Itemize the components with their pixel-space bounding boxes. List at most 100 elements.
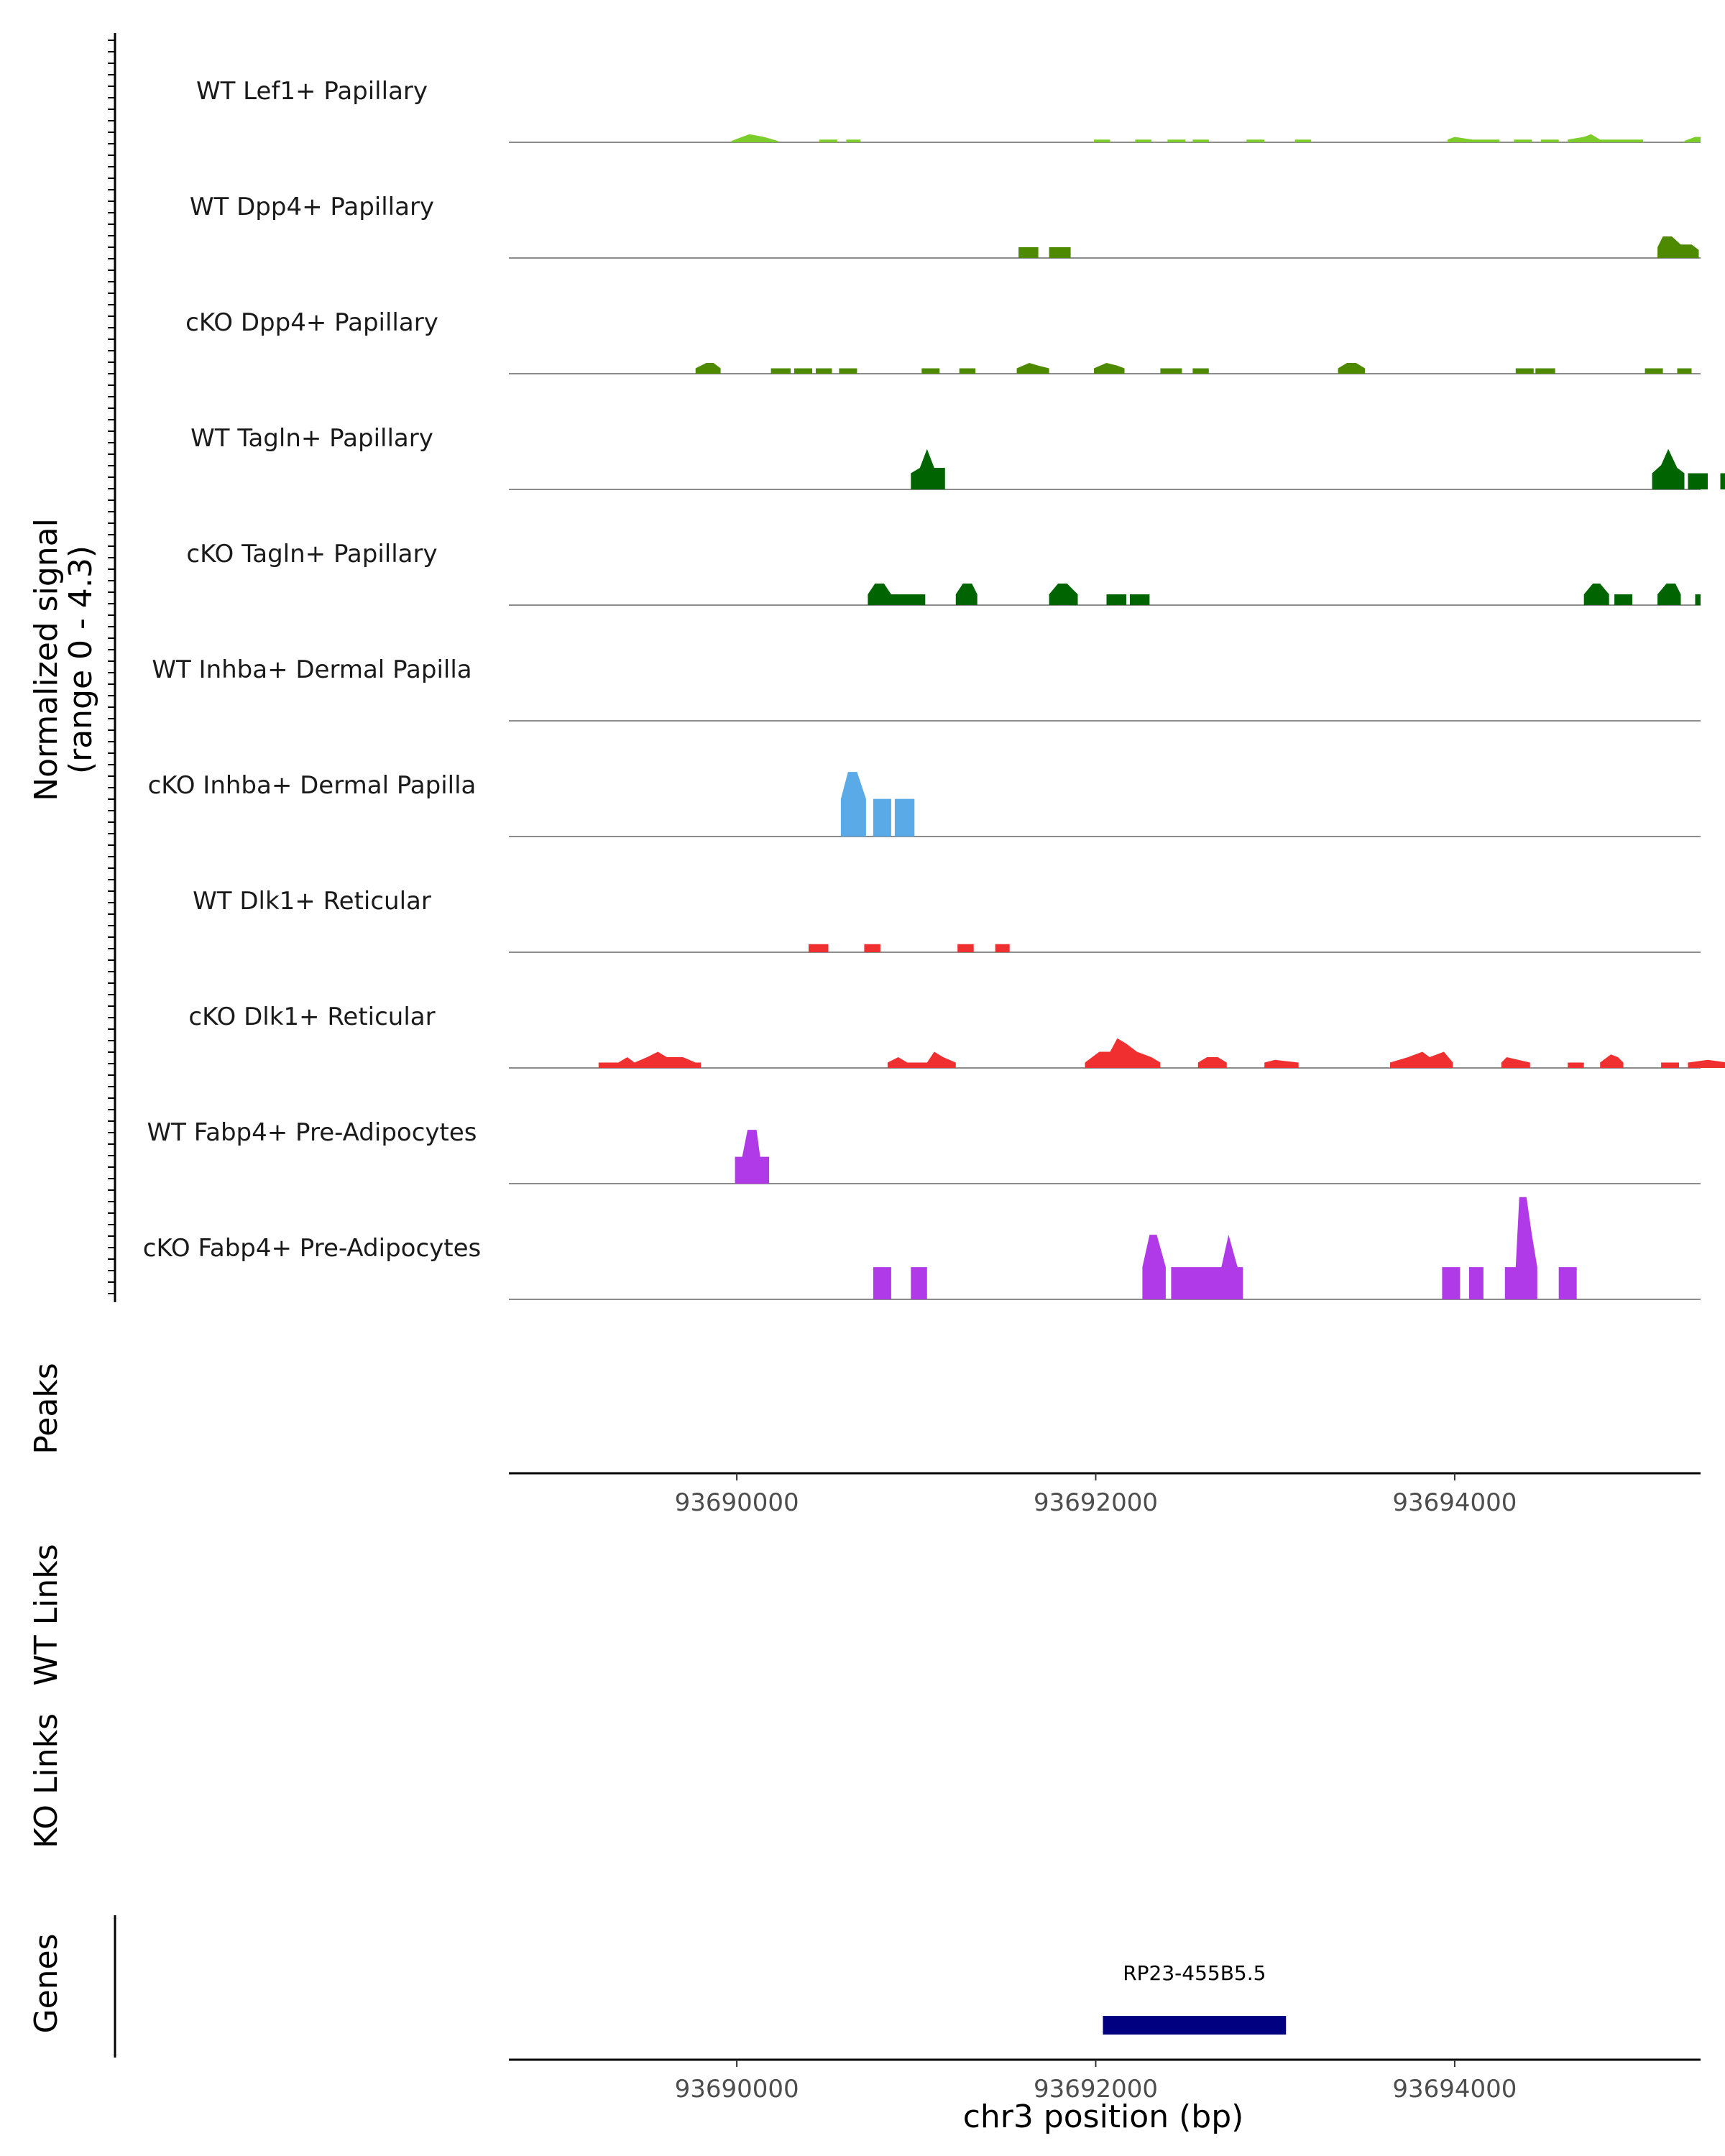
x-axis-tick-label: 93694000 bbox=[1392, 2075, 1517, 2104]
x-axis-genes: 93690000 93692000 93694000 bbox=[509, 2058, 1701, 2104]
coverage-area bbox=[1094, 139, 1110, 142]
genes-panel-label: Genes bbox=[28, 1933, 65, 2033]
wt-links-panel-label: WT Links bbox=[28, 1544, 65, 1685]
coverage-y-axis bbox=[108, 33, 116, 1302]
coverage-area bbox=[1515, 368, 1534, 374]
track-5: cKO Tagln+ Papillary bbox=[186, 540, 1701, 606]
coverage-area bbox=[1600, 1054, 1624, 1068]
track-4: WT Tagln+ Papillary bbox=[190, 424, 1725, 490]
gene-label: RP23-455B5.5 bbox=[1123, 1961, 1266, 1985]
coverage-area bbox=[1568, 134, 1644, 142]
coverage-area bbox=[840, 772, 866, 837]
coverage-area bbox=[1197, 1057, 1227, 1068]
track-1: WT Lef1+ Papillary bbox=[196, 77, 1701, 143]
track-label: cKO Inhba+ Dermal Papilla bbox=[148, 771, 477, 800]
coverage-area bbox=[1246, 139, 1265, 142]
coverage-area bbox=[959, 368, 976, 374]
coverage-area bbox=[598, 1051, 702, 1068]
coverage-area bbox=[1720, 473, 1725, 489]
coverage-area bbox=[695, 363, 721, 374]
coverage-area bbox=[809, 944, 829, 952]
gene-body bbox=[1103, 2016, 1287, 2035]
coverage-area bbox=[1652, 448, 1685, 489]
coverage-area bbox=[1192, 368, 1209, 374]
coverage-area bbox=[1535, 368, 1555, 374]
coverage-area bbox=[1657, 584, 1681, 605]
coverage-area bbox=[921, 368, 940, 374]
coverage-area bbox=[816, 368, 832, 374]
track-label: cKO Dlk1+ Reticular bbox=[188, 1003, 435, 1031]
coverage-area bbox=[1644, 368, 1663, 374]
coverage-area bbox=[731, 134, 778, 142]
coverage-y-axis-label-line1: Normalized signal bbox=[28, 518, 65, 801]
coverage-area bbox=[887, 1051, 956, 1068]
coverage-area bbox=[894, 798, 915, 837]
coverage-area bbox=[1294, 139, 1312, 142]
coverage-area bbox=[839, 368, 857, 374]
coverage-area bbox=[1468, 1267, 1484, 1299]
track-11: cKO Fabp4+ Pre-Adipocytes bbox=[143, 1197, 1701, 1300]
x-axis-tick-label: 93690000 bbox=[675, 2075, 799, 2104]
coverage-area bbox=[1016, 363, 1049, 374]
coverage-area bbox=[864, 944, 880, 952]
coverage-area bbox=[735, 1130, 770, 1184]
track-label: WT Dpp4+ Papillary bbox=[190, 193, 434, 221]
x-axis-tick-label: 93690000 bbox=[675, 1488, 799, 1517]
coverage-area bbox=[955, 584, 978, 605]
coverage-area bbox=[1614, 594, 1633, 605]
coverage-area bbox=[1049, 584, 1078, 605]
coverage-area bbox=[1501, 1057, 1530, 1068]
peaks-panel-label: Peaks bbox=[28, 1363, 65, 1454]
coverage-area bbox=[1558, 1267, 1577, 1299]
x-axis-tick-label: 93692000 bbox=[1034, 2075, 1158, 2104]
coverage-area bbox=[1018, 247, 1039, 258]
coverage-tracks: WT Lef1+ Papillary WT Dpp4+ Papillary cKO … bbox=[143, 77, 1725, 1300]
coverage-area bbox=[1171, 1235, 1243, 1299]
coverage-area bbox=[1447, 137, 1500, 142]
track-7: cKO Inhba+ Dermal Papilla bbox=[148, 771, 1701, 837]
coverage-area bbox=[995, 944, 1010, 952]
coverage-area bbox=[1338, 363, 1366, 374]
x-axis-tick-label: 93692000 bbox=[1034, 1488, 1158, 1517]
coverage-area bbox=[1106, 594, 1126, 605]
track-label: WT Lef1+ Papillary bbox=[196, 77, 428, 106]
coverage-area bbox=[873, 1267, 891, 1299]
x-axis-peaks: 93690000 93692000 93694000 bbox=[509, 1472, 1701, 1517]
track-3: cKO Dpp4+ Papillary bbox=[185, 308, 1701, 374]
gene-annotations: RP23-455B5.5 bbox=[1103, 1961, 1287, 2035]
coverage-area bbox=[1684, 137, 1701, 142]
track-label: WT Fabp4+ Pre-Adipocytes bbox=[147, 1118, 477, 1147]
coverage-area bbox=[1514, 139, 1532, 142]
coverage-area bbox=[1049, 247, 1071, 258]
coverage-area bbox=[1094, 363, 1125, 374]
coverage-area bbox=[1130, 594, 1150, 605]
coverage-area bbox=[819, 139, 837, 142]
coverage-area bbox=[911, 1267, 927, 1299]
coverage-area bbox=[1688, 473, 1708, 489]
coverage-area bbox=[794, 368, 812, 374]
track-8: WT Dlk1+ Reticular bbox=[193, 887, 1701, 953]
coverage-area bbox=[1085, 1038, 1161, 1068]
x-axis-tick-label: 93694000 bbox=[1392, 1488, 1517, 1517]
coverage-area bbox=[1583, 584, 1609, 605]
coverage-area bbox=[1657, 236, 1699, 258]
coverage-area bbox=[1142, 1235, 1166, 1299]
coverage-area bbox=[1504, 1197, 1537, 1299]
coverage-area bbox=[911, 448, 945, 489]
coverage-y-axis-label-line2: (range 0 - 4.3) bbox=[63, 545, 99, 774]
track-2: WT Dpp4+ Papillary bbox=[190, 193, 1701, 259]
coverage-area bbox=[1661, 1062, 1679, 1068]
coverage-area bbox=[1688, 1059, 1725, 1068]
coverage-area bbox=[1442, 1267, 1460, 1299]
track-label: WT Inhba+ Dermal Papilla bbox=[152, 655, 472, 684]
coverage-area bbox=[1135, 139, 1151, 142]
coverage-area bbox=[770, 368, 791, 374]
ko-links-panel-label: KO Links bbox=[28, 1713, 65, 1848]
coverage-area bbox=[1264, 1059, 1299, 1068]
coverage-area bbox=[868, 584, 926, 605]
coverage-area bbox=[1540, 139, 1559, 142]
coverage-area bbox=[873, 798, 891, 837]
track-6: WT Inhba+ Dermal Papilla bbox=[152, 655, 1701, 722]
coverage-area bbox=[1192, 139, 1209, 142]
